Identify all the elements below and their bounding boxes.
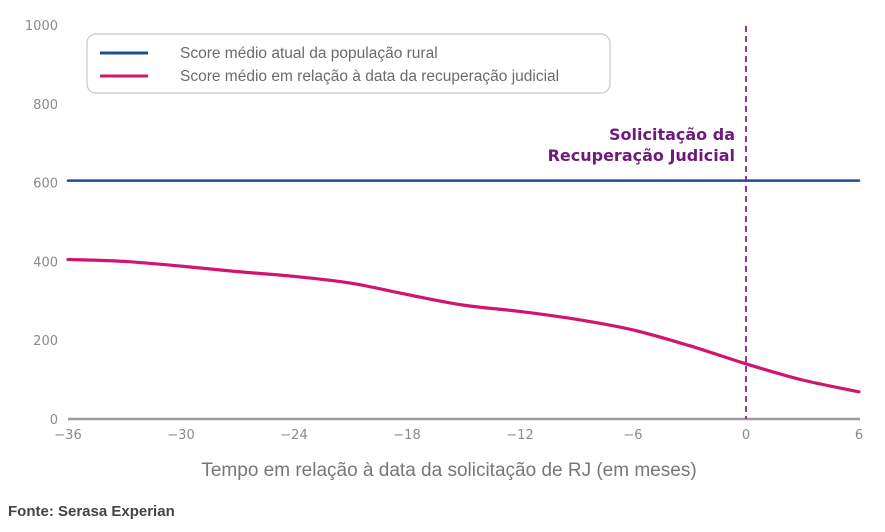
series-line-rj-score <box>66 257 861 394</box>
x-axis-label: Tempo em relação à data da solicitação d… <box>201 460 696 481</box>
legend-box <box>86 33 611 94</box>
x-tick-label: −18 <box>393 428 420 443</box>
y-tick-label: 400 <box>33 255 58 270</box>
y-tick-label: 0 <box>50 413 58 428</box>
annotation-line-2: Recuperação Judicial <box>548 146 735 165</box>
x-tick-label: −12 <box>506 428 533 443</box>
annotation-line-1: Solicitação da <box>609 125 735 144</box>
source-note: Fonte: Serasa Experian <box>8 503 175 520</box>
legend-label-rj: Score médio em relação à data da recuper… <box>180 68 559 85</box>
x-tick-label: −30 <box>167 428 194 443</box>
y-tick-label: 800 <box>33 98 58 113</box>
x-tick-label: −36 <box>54 428 81 443</box>
x-tick-label: −24 <box>280 428 307 443</box>
y-tick-label: 600 <box>33 177 58 192</box>
legend-label-rural: Score médio atual da população rural <box>180 45 438 62</box>
x-tick-label: 0 <box>742 428 750 443</box>
y-tick-label: 200 <box>33 334 58 349</box>
x-tick-label: −6 <box>623 428 642 443</box>
x-tick-label: 6 <box>855 428 863 443</box>
y-tick-label: 1000 <box>25 19 58 34</box>
legend: Score médio atual da população rural Sco… <box>86 33 611 94</box>
